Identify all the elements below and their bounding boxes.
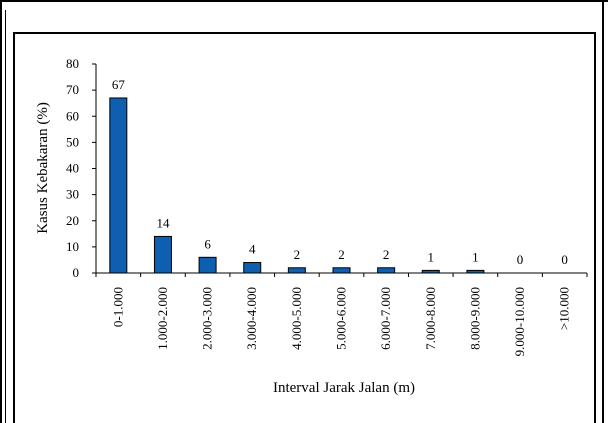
- page-left-rule: [0, 0, 2, 423]
- x-tick-label: 3.000-4.000: [244, 287, 259, 350]
- y-tick-label: 20: [66, 213, 79, 228]
- x-axis-ticks: 0-1.000 1.000-2.000 2.000-3.000 3.000-4.000…: [95, 273, 588, 356]
- data-label: 0: [561, 252, 568, 267]
- page-inner-left-rule: [5, 10, 6, 423]
- data-label: 1: [428, 249, 435, 264]
- x-axis-title: Interval Jarak Jalan (m): [273, 380, 415, 396]
- data-label: 4: [249, 242, 256, 257]
- y-axis-title: Kasus Kebakaran (%): [35, 102, 51, 234]
- y-tick-label: 70: [66, 82, 79, 97]
- bar: [377, 267, 396, 274]
- data-label: 2: [338, 247, 345, 262]
- data-label: 6: [204, 236, 211, 251]
- bar: [287, 267, 306, 274]
- y-tick-label: 10: [66, 239, 79, 254]
- bar: [243, 262, 262, 274]
- x-tick-label: 7.000-8.000: [423, 287, 438, 350]
- x-tick-label: 4.000-5.000: [289, 287, 304, 350]
- x-tick-label: 6.000-7.000: [378, 287, 393, 350]
- bar-series: [109, 97, 485, 274]
- y-tick-label: 40: [66, 161, 79, 176]
- y-tick-label: 30: [66, 187, 79, 202]
- y-tick-label: 60: [66, 108, 79, 123]
- bar: [109, 97, 128, 274]
- page-top-rule: [0, 0, 608, 2]
- x-tick-label: 2.000-3.000: [200, 287, 215, 350]
- x-tick-label: 8.000-9.000: [467, 287, 482, 350]
- bar: [153, 235, 172, 274]
- data-label: 14: [156, 215, 170, 230]
- y-tick-label: 0: [73, 265, 80, 280]
- page-right-rule: [602, 0, 604, 423]
- x-tick-label: 0-1.000: [110, 287, 125, 327]
- x-tick-label: 9.000-10.000: [512, 287, 527, 356]
- y-tick-label: 80: [66, 56, 79, 71]
- data-label: 1: [472, 249, 479, 264]
- data-label: 2: [383, 247, 390, 262]
- data-label: 2: [294, 247, 301, 262]
- x-tick-label: 1.000-2.000: [155, 287, 170, 350]
- data-label: 67: [112, 77, 126, 92]
- axes: [95, 64, 587, 274]
- x-tick-label: >10.000: [557, 287, 572, 330]
- bar: [332, 267, 351, 274]
- x-tick-label: 5.000-6.000: [334, 287, 349, 350]
- y-axis-ticks: 0 10 20 30 40 50 60 70 80: [66, 56, 96, 280]
- bar: [198, 256, 217, 274]
- data-label: 0: [517, 252, 524, 267]
- data-labels: 67 14 6 4 2 2 2 1 1 0 0: [112, 77, 568, 267]
- y-tick-label: 50: [66, 134, 79, 149]
